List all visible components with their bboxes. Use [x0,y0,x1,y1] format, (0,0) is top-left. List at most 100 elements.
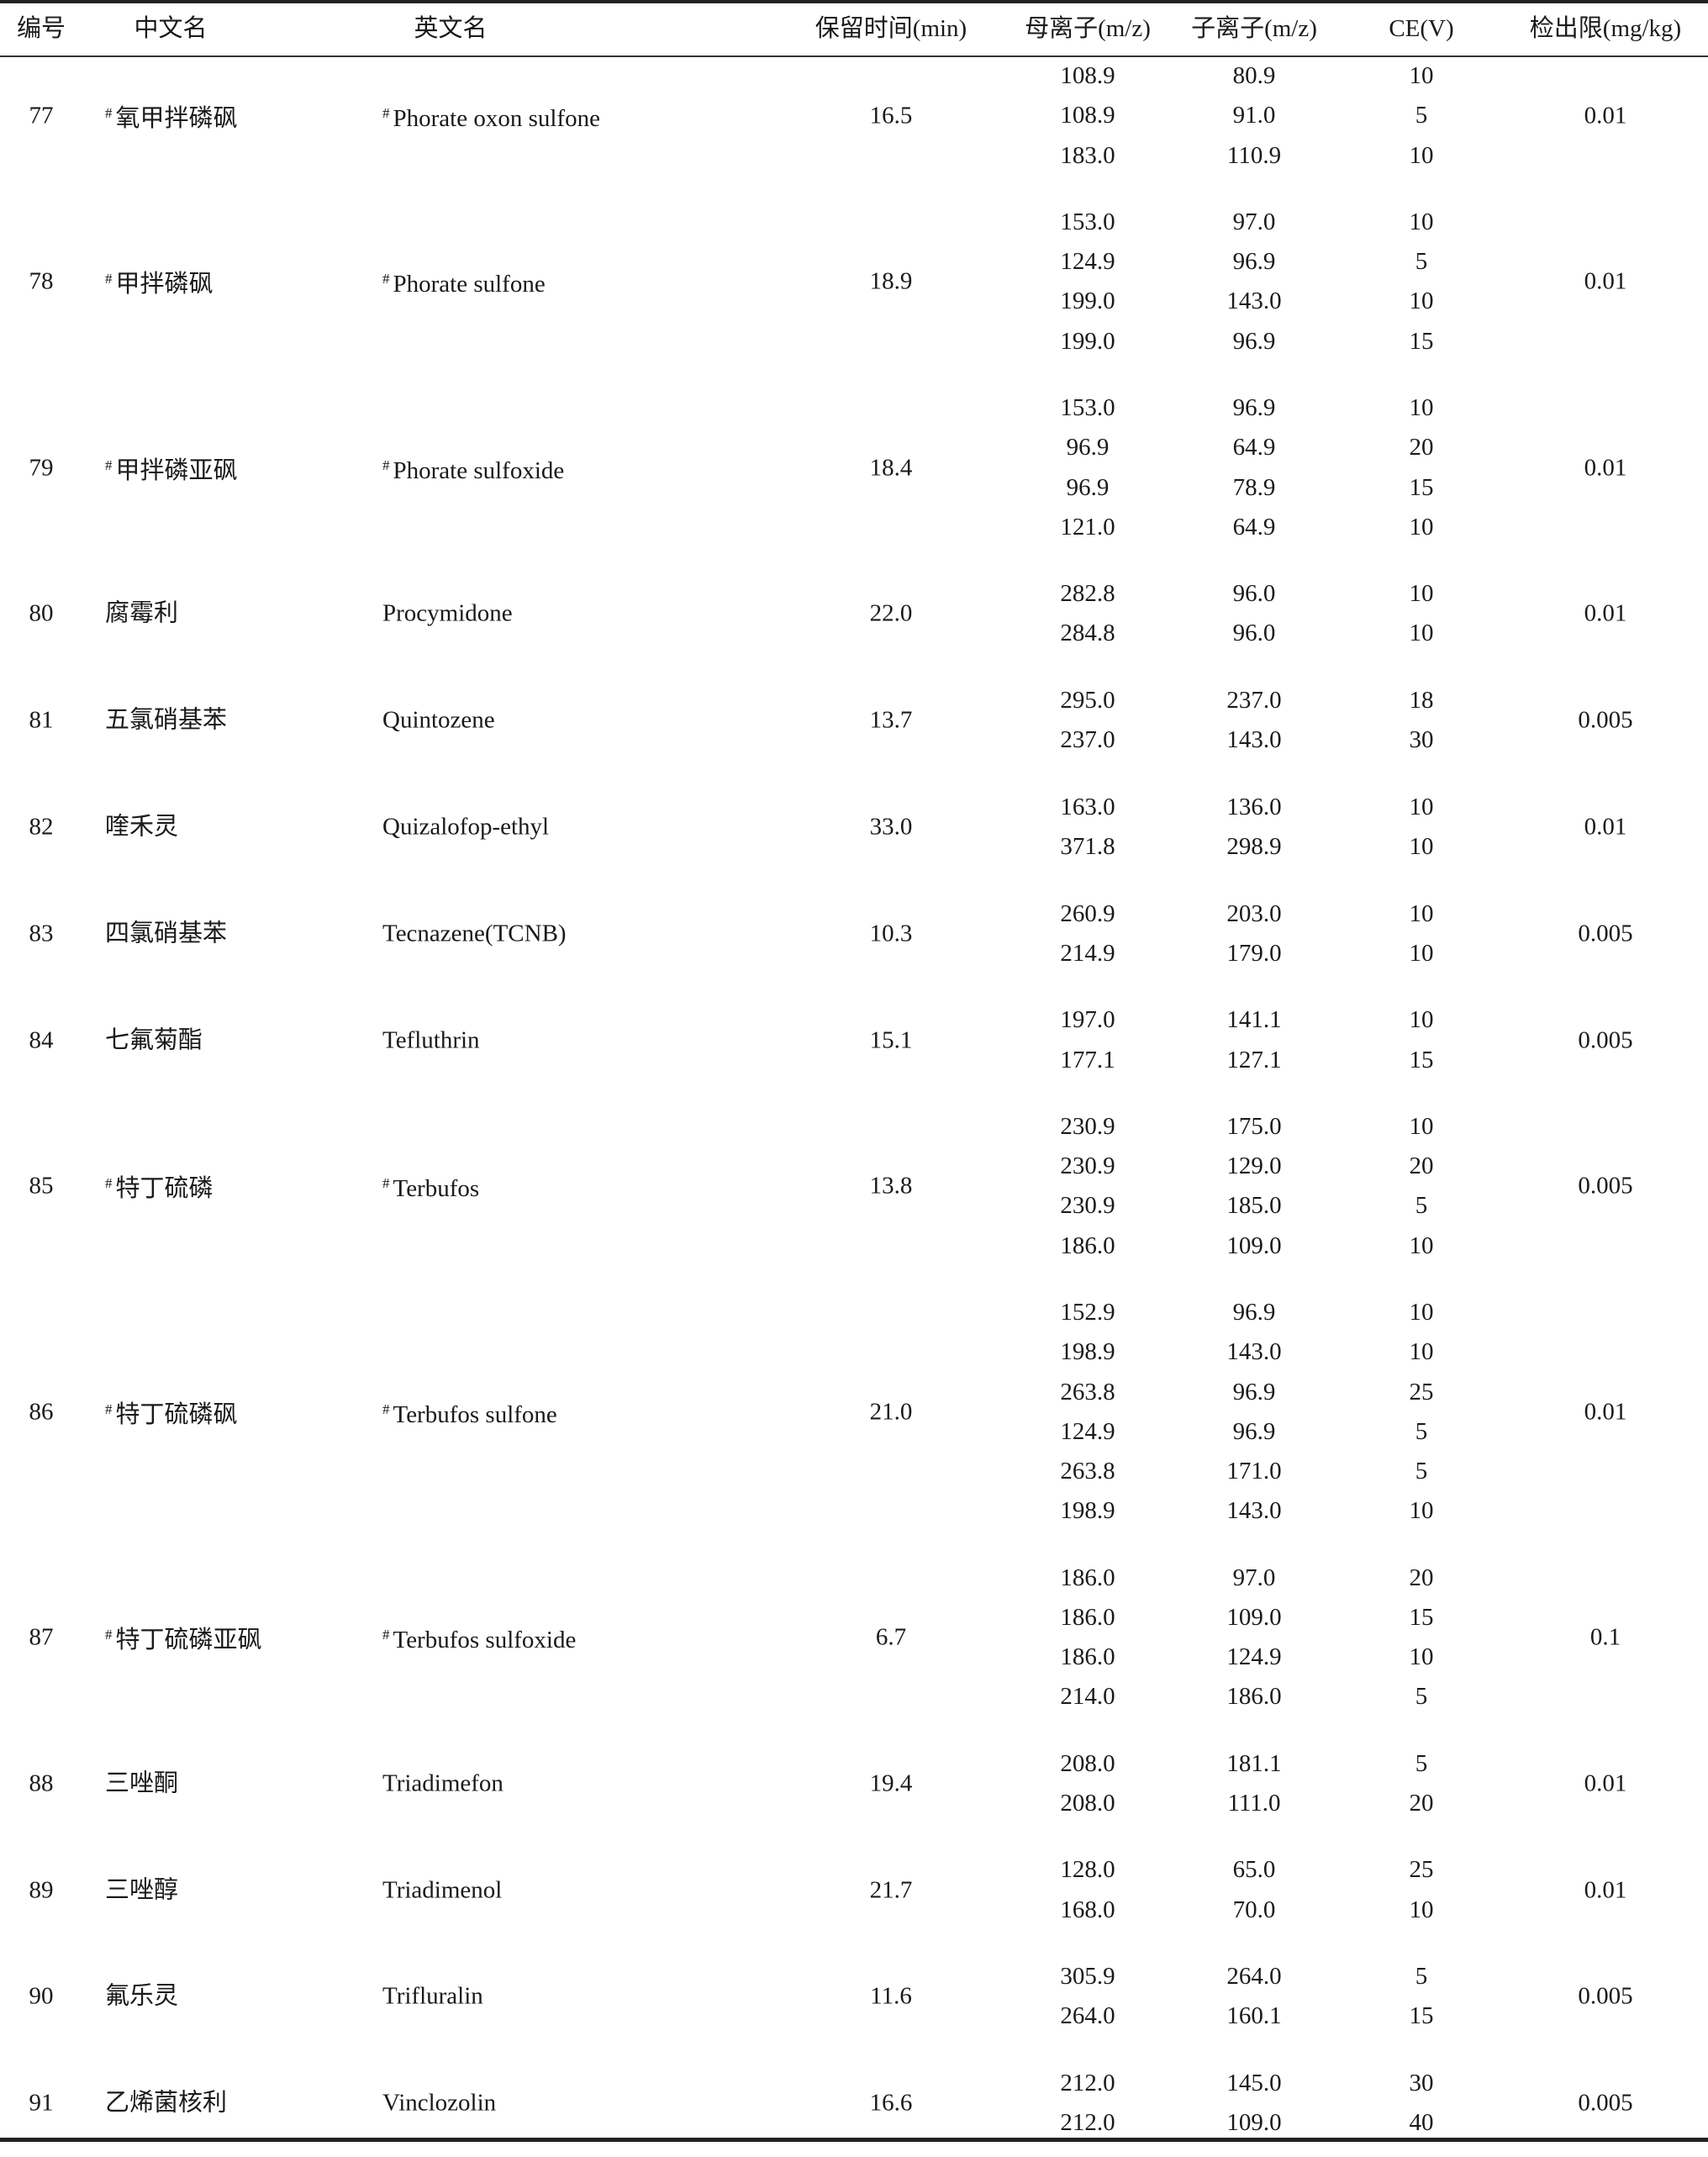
product-ion: 96.9 [1232,1299,1276,1326]
row-number: 81 [29,706,54,734]
english-name-text: Terbufos sulfone [393,1400,557,1428]
product-ion: 264.0 [1226,1963,1282,1991]
precursor-ion: 208.0 [1060,1749,1115,1777]
transition-line: 212.0 145.0 30 [0,2064,1708,2103]
table-row: 80 腐霉利 Procymidone 22.0 0.01 282.8 96.0 10 284.8… [0,561,1708,667]
collision-energy: 15 [1409,327,1434,355]
product-ion: 143.0 [1226,1338,1282,1366]
retention-time: 21.7 [869,1876,913,1904]
transition-line: 305.9 264.0 5 [0,1957,1708,1996]
transition-line: 237.0 143.0 30 [0,720,1708,760]
table-row: 82 喹禾灵 Quizalofop-ethyl 33.0 0.01 163.0 136.0 1… [0,774,1708,881]
product-ion: 160.1 [1226,2002,1282,2030]
precursor-ion: 371.8 [1060,833,1115,860]
chinese-name-text: 甲拌磷砜 [115,271,214,298]
product-ion: 109.0 [1226,1603,1282,1631]
english-name: Quintozene [382,701,495,741]
table-row: 79 # 甲拌磷亚砜 # Phorate sulfoxide 18.4 0.01 153.0 9… [0,375,1708,561]
precursor-ion: 152.9 [1060,1299,1115,1326]
collision-energy: 10 [1409,1643,1434,1670]
marker: # [105,1626,113,1643]
collision-energy: 15 [1409,473,1434,501]
row-number: 77 [29,102,54,129]
precursor-ion: 96.9 [1066,434,1110,461]
retention-time: 6.7 [875,1623,907,1651]
detection-limit: 0.01 [1584,454,1627,482]
header-product-ion: 子离子(m/z) [1191,15,1317,42]
transition-line: 108.9 91.0 5 [0,96,1708,135]
precursor-ion: 237.0 [1060,726,1115,754]
precursor-ion: 230.9 [1060,1152,1115,1180]
transition-line: 199.0 143.0 10 [0,282,1708,321]
marker: # [105,456,113,473]
collision-energy: 18 [1409,687,1434,715]
row-number: 88 [29,1769,54,1797]
chinese-name-text: 氧甲拌磷砜 [115,104,238,132]
product-ion: 127.1 [1226,1046,1282,1073]
collision-energy: 10 [1409,620,1434,647]
table-body: 77 # 氧甲拌磷砜 # Phorate oxon sulfone 16.5 0.01 108… [0,43,1708,2157]
english-name: # Terbufos [382,1163,479,1209]
english-name-text: Quizalofop-ethyl [382,813,550,841]
chinese-name: # 氧甲拌磷砜 [105,93,238,139]
precursor-ion: 124.9 [1060,248,1115,276]
english-name-text: Triadimenol [382,1876,503,1904]
collision-energy: 15 [1409,2002,1434,2030]
precursor-ion: 284.8 [1060,620,1115,647]
row-number: 78 [29,267,54,295]
english-name: # Terbufos sulfone [382,1390,557,1435]
row-number: 82 [29,813,54,841]
precursor-ion: 186.0 [1060,1564,1115,1591]
transition-line: 208.0 111.0 20 [0,1784,1708,1823]
marker: # [382,1626,390,1643]
precursor-ion: 108.9 [1060,62,1115,90]
row-number: 85 [29,1172,54,1200]
chinese-name-text: 特丁硫磷砜 [115,1400,238,1428]
precursor-ion: 282.8 [1060,580,1115,608]
table-row: 88 三唑酮 Triadimefon 19.4 0.01 208.0 181.1 5 208.0… [0,1730,1708,1837]
english-name-text: Procymidone [382,599,513,627]
transition-line: 186.0 109.0 10 [0,1226,1708,1266]
product-ion: 96.9 [1232,327,1276,355]
transition-line: 214.0 186.0 5 [0,1677,1708,1717]
product-ion: 175.0 [1226,1113,1282,1141]
collision-energy: 10 [1409,580,1434,608]
product-ion: 111.0 [1227,1789,1281,1817]
collision-energy: 5 [1415,248,1428,276]
product-ion: 136.0 [1226,793,1282,820]
english-name-text: Phorate sulfone [393,271,546,298]
transition-line: 230.9 175.0 10 [0,1107,1708,1147]
product-ion: 65.0 [1232,1856,1276,1884]
product-ion: 109.0 [1226,2109,1282,2137]
english-name-text: Trifluralin [382,1982,483,2010]
detection-limit: 0.005 [1578,1172,1633,1200]
precursor-ion: 121.0 [1060,513,1115,541]
marker: # [382,456,390,473]
english-name: Triadimefon [382,1764,503,1803]
retention-time: 13.7 [869,706,913,734]
precursor-ion: 214.9 [1060,939,1115,967]
detection-limit: 0.005 [1578,706,1633,734]
marker: # [382,1175,390,1192]
chinese-name-text: 三唑醇 [105,1876,179,1904]
transition-line: 186.0 124.9 10 [0,1638,1708,1677]
collision-energy: 5 [1415,1963,1428,1991]
collision-energy: 5 [1415,102,1428,129]
english-name: # Phorate sulfone [382,259,546,304]
marker: # [105,1175,113,1192]
collision-energy: 10 [1409,939,1434,967]
marker: # [382,271,390,287]
english-name-text: Triadimefon [382,1769,503,1797]
header-en-name: 英文名 [414,15,488,42]
header-no: 编号 [16,15,66,42]
product-ion: 237.0 [1226,687,1282,715]
product-ion: 97.0 [1232,208,1276,236]
english-name-text: Vinclozolin [382,2089,497,2117]
collision-energy: 10 [1409,1113,1434,1141]
chinese-name: 三唑醇 [105,1870,178,1910]
chinese-name-text: 腐霉利 [105,599,179,627]
table-row: 83 四氯硝基苯 Tecnazene(TCNB) 10.3 0.005 260.9 203.… [0,880,1708,987]
precursor-ion: 128.0 [1060,1856,1115,1884]
row-number: 79 [29,454,54,482]
collision-energy: 10 [1409,1896,1434,1923]
